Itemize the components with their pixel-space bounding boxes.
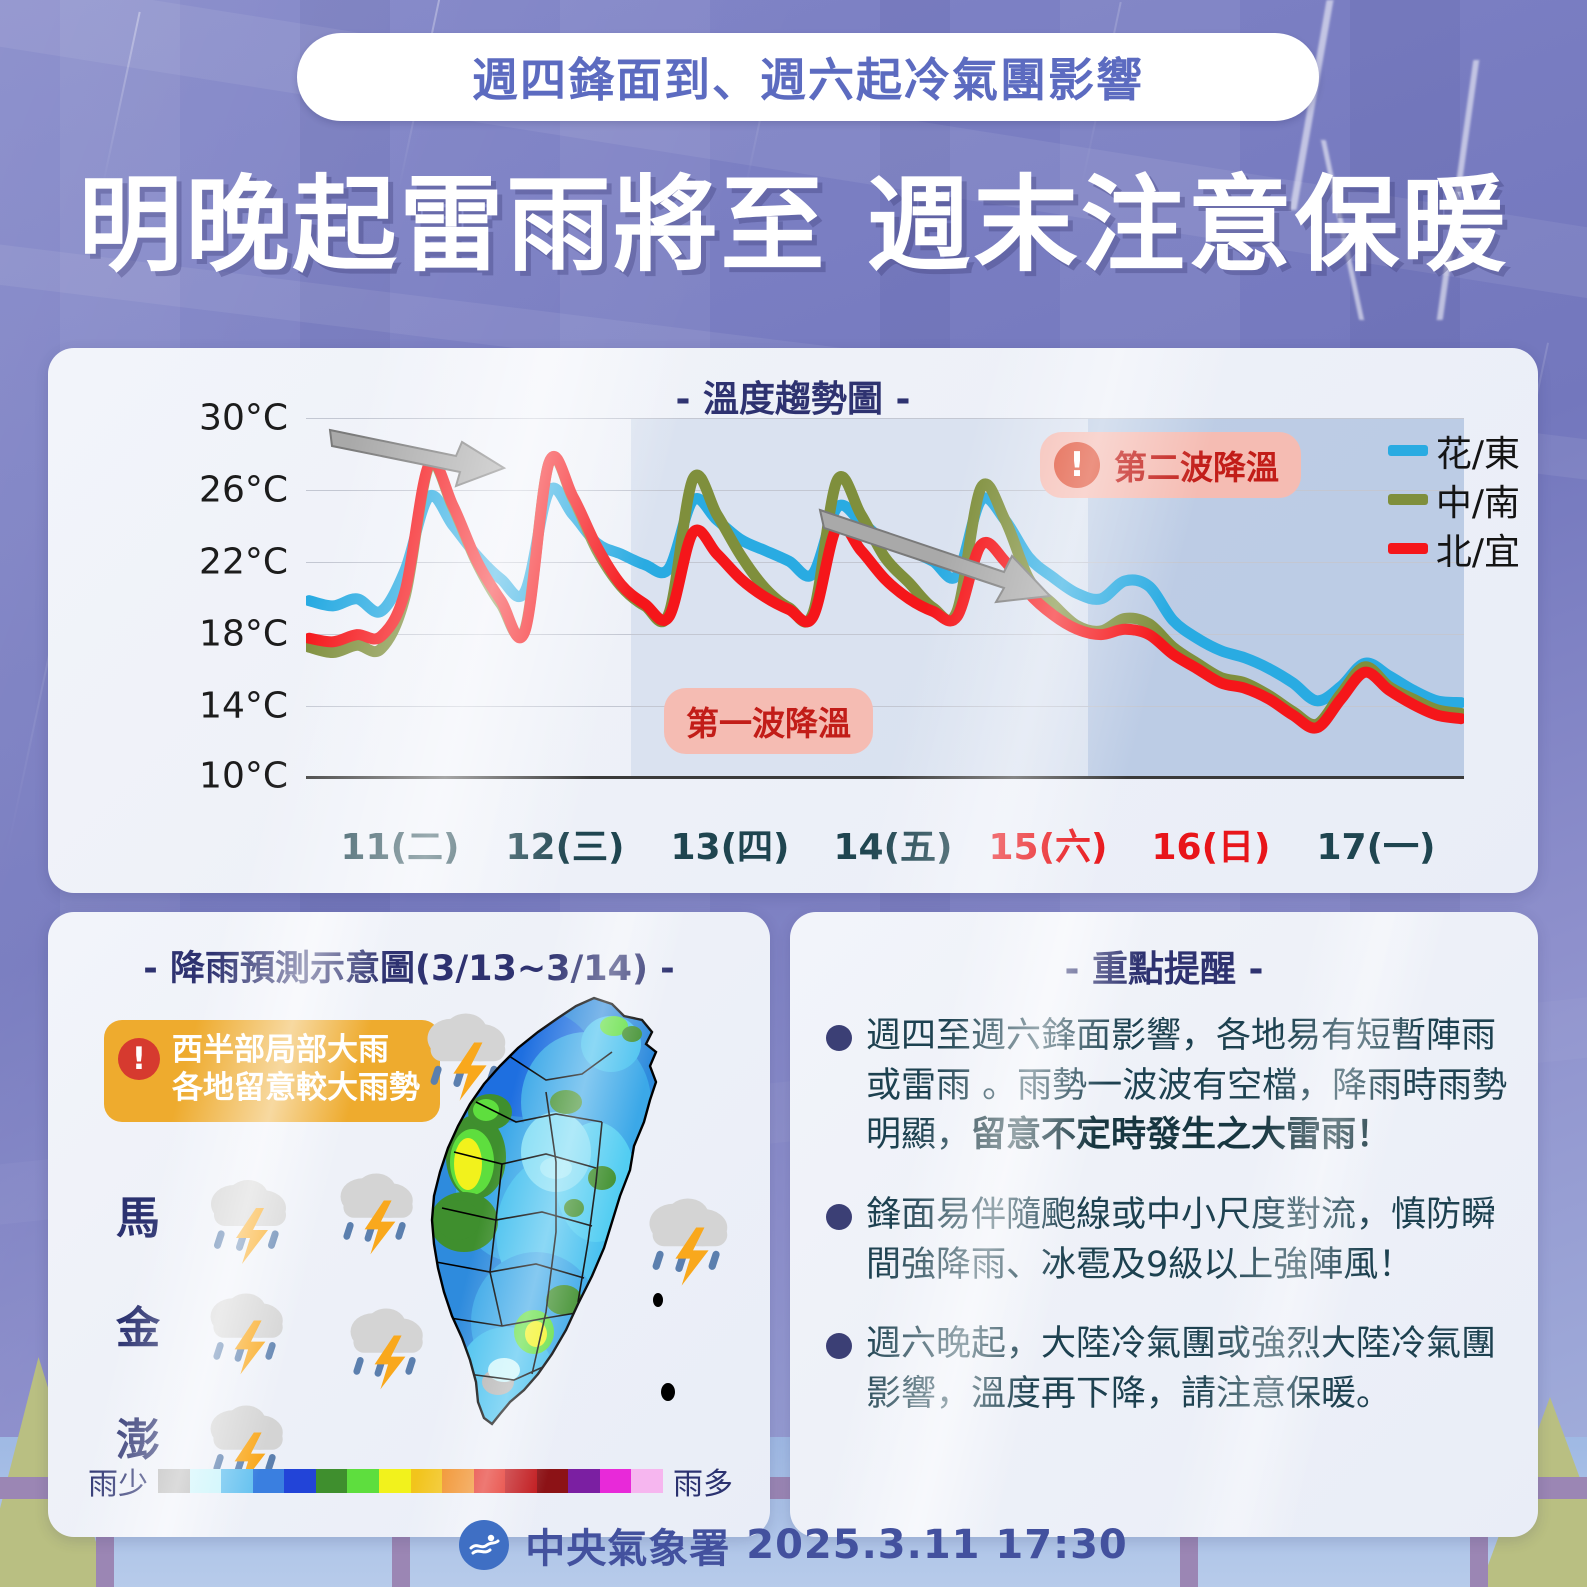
y-tick-18: 18°C: [199, 613, 288, 655]
tip-text-2: 週六晚起，大陸冷氣團或強烈大陸冷氣團影響，溫度再下降，請注意保暖。: [866, 1320, 1514, 1419]
warning-line-1: 西半部局部大雨: [172, 1032, 389, 1068]
island-label-matsu: 馬: [116, 1193, 160, 1244]
colorbar-segment-7: [378, 1469, 411, 1493]
colorbar-segment-13: [568, 1469, 600, 1493]
trend-arrow-down-second: [818, 508, 1053, 604]
tip-item-0: 週四至週六鋒面影響，各地易有短暫陣雨或雷雨 。雨勢一波波有空檔，降雨時雨勢明顯，…: [826, 1012, 1514, 1161]
legend-label-2: 北/宜: [1435, 531, 1520, 573]
colorbar-segment-2: [221, 1469, 253, 1493]
colorbar-segment-3: [252, 1469, 285, 1493]
colorbar-segment-10: [473, 1469, 506, 1493]
exclamation-icon: !: [118, 1038, 160, 1080]
rainfall-warning-box: ! 西半部局部大雨 各地留意較大雨勢: [104, 1020, 440, 1122]
key-reminders-panel: - 重點提醒 - 週四至週六鋒面影響，各地易有短暫陣雨或雷雨 。雨勢一波波有空檔…: [790, 912, 1538, 1537]
y-tick-26: 26°C: [199, 469, 288, 511]
x-tick-1: 12(三): [505, 827, 625, 868]
badge-first-cooldown-label: 第一波降溫: [686, 704, 851, 743]
island-label-kinmen: 金: [116, 1303, 160, 1354]
legend-swatch-red: [1387, 543, 1428, 554]
subtitle-banner: 週四鋒面到、週六起冷氣團影響: [297, 33, 1319, 121]
legend-label-0: 花/東: [1435, 433, 1520, 475]
colorbar-segment-14: [599, 1469, 632, 1493]
bullet-dot-icon: [826, 1025, 852, 1051]
legend-swatch-blue: [1387, 445, 1428, 456]
taiwan-rainfall-map: [430, 996, 675, 1426]
warning-line-2: 各地留意較大雨勢: [172, 1069, 420, 1106]
chart-legend: 花/東 中/南 北/宜: [1387, 426, 1520, 573]
x-tick-2: 13(四): [670, 827, 790, 868]
legend-caption-high: 雨多: [673, 1467, 733, 1502]
y-tick-22: 22°C: [199, 541, 288, 583]
exclamation-icon: !: [1054, 442, 1100, 488]
rainfall-colorbar: [158, 1469, 663, 1493]
temperature-chart-panel: - 溫度趨勢圖 - 30°C 26°C 22°C 18°C 14°C 10°C …: [48, 348, 1538, 893]
subtitle-text: 週四鋒面到、週六起冷氣團影響: [472, 53, 1144, 107]
colorbar-segment-4: [284, 1469, 316, 1493]
y-tick-30: 30°C: [199, 397, 288, 439]
legend-item-hualien-taitung: 花/東: [1387, 426, 1520, 475]
badge-first-cooldown: 第一波降溫: [664, 688, 873, 754]
rainfall-forecast-panel: - 降雨預測示意圖(3/13~3/14) - ! 西半部局部大雨 各地留意較大雨…: [48, 912, 770, 1537]
x-tick-6: 17(一): [1316, 827, 1436, 868]
tips-list: 週四至週六鋒面影響，各地易有短暫陣雨或雷雨 。雨勢一波波有空檔，降雨時雨勢明顯，…: [826, 1012, 1514, 1450]
colorbar-segment-15: [631, 1469, 663, 1493]
x-tick-0: 11(二): [340, 827, 460, 868]
legend-label-1: 中/南: [1435, 482, 1520, 524]
footer: 中央氣象署 2025.3.11 17:30: [0, 1517, 1587, 1573]
thunderstorm-icon: [211, 1180, 286, 1264]
x-tick-3: 14(五): [833, 827, 953, 868]
badge-second-cooldown: ! 第二波降溫: [1040, 432, 1301, 498]
x-tick-5: 16(日): [1151, 827, 1271, 868]
legend-swatch-green: [1387, 494, 1428, 505]
colorbar-segment-9: [442, 1469, 474, 1493]
tip-text-plain-1: 鋒面易伴隨颮線或中小尺度對流，慎防瞬間強降雨、冰雹及9級以上強陣風！: [866, 1195, 1497, 1285]
legend-caption-low: 雨少: [88, 1467, 148, 1502]
y-tick-14: 14°C: [199, 685, 288, 727]
tip-text-emphasis-0: 留意不定時發生之大雷雨！: [971, 1115, 1392, 1156]
footer-datetime: 2025.3.11 17:30: [746, 1522, 1128, 1568]
x-tick-4: 15(六): [988, 827, 1108, 868]
colorbar-segment-0: [158, 1469, 190, 1493]
bullet-dot-icon: [826, 1333, 852, 1360]
legend-item-central-south: 中/南: [1387, 475, 1520, 524]
trend-arrow-down-first: [328, 428, 507, 488]
legend-item-north-yilan: 北/宜: [1387, 524, 1520, 573]
badge-second-cooldown-label: 第二波降溫: [1114, 448, 1279, 487]
thunderstorm-icon: [210, 1293, 283, 1375]
bullet-dot-icon: [826, 1204, 852, 1231]
tip-text-0: 週四至週六鋒面影響，各地易有短暫陣雨或雷雨 。雨勢一波波有空檔，降雨時雨勢明顯，…: [866, 1012, 1514, 1161]
footer-agency: 中央氣象署: [525, 1526, 731, 1572]
rainfall-colorbar-legend: 雨少 雨多: [88, 1459, 733, 1503]
colorbar-segment-12: [536, 1469, 569, 1493]
colorbar-segment-6: [347, 1469, 379, 1493]
tips-panel-title: - 重點提醒 -: [1064, 949, 1264, 990]
tip-text-1: 鋒面易伴隨颮線或中小尺度對流，慎防瞬間強降雨、冰雹及9級以上強陣風！: [866, 1191, 1514, 1290]
y-tick-10: 10°C: [199, 755, 288, 797]
colorbar-segment-5: [315, 1469, 348, 1493]
colorbar-segment-1: [189, 1469, 222, 1493]
cwa-logo-icon: [459, 1520, 510, 1570]
tip-item-1: 鋒面易伴隨颮線或中小尺度對流，慎防瞬間強降雨、冰雹及9級以上強陣風！: [826, 1191, 1514, 1290]
colorbar-segment-11: [505, 1469, 537, 1493]
rainfall-warning-text: 西半部局部大雨 各地留意較大雨勢: [172, 1032, 420, 1108]
page-title: 明晚起雷雨將至 週末注意保暖: [78, 163, 1509, 286]
tip-item-2: 週六晚起，大陸冷氣團或強烈大陸冷氣團影響，溫度再下降，請注意保暖。: [826, 1320, 1514, 1419]
tip-text-plain-2: 週六晚起，大陸冷氣團或強烈大陸冷氣團影響，溫度再下降，請注意保暖。: [866, 1324, 1497, 1415]
colorbar-segment-8: [410, 1469, 443, 1493]
